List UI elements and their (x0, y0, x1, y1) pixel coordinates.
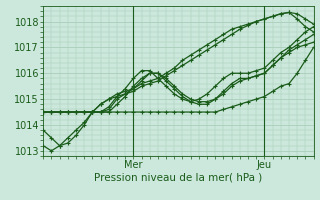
X-axis label: Pression niveau de la mer( hPa ): Pression niveau de la mer( hPa ) (94, 173, 262, 183)
